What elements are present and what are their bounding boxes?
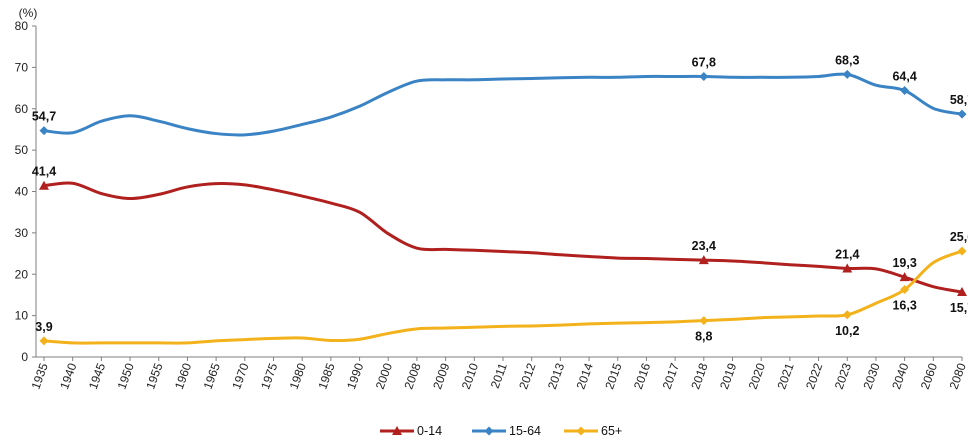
data-label-0-14: 19,3	[892, 256, 916, 270]
y-axis-unit-label: (%)	[19, 6, 38, 20]
series-line-0-14	[42, 181, 964, 294]
x-tick-label: 2013	[545, 361, 567, 391]
series-marker-65+	[39, 336, 49, 346]
x-tick-label: 2023	[832, 361, 854, 391]
x-tick-label: 1965	[201, 361, 223, 391]
series-marker-65+	[842, 310, 852, 320]
x-tick-label: 1970	[229, 361, 251, 391]
x-tick-label: 2040	[889, 361, 911, 391]
series-marker-15-64	[957, 109, 967, 119]
series-marker-15-64	[39, 126, 49, 136]
series-line-65+	[42, 249, 964, 345]
y-tick-label: 10	[15, 309, 29, 323]
x-tick-label: 1980	[287, 361, 309, 391]
data-label-0-14: 41,4	[32, 165, 56, 179]
data-label-15-64: 68,3	[835, 53, 859, 67]
series-marker-65+	[699, 316, 709, 326]
legend: 0-14 15-64 65+	[380, 424, 622, 438]
y-tick-label: 0	[21, 350, 28, 364]
x-tick-label: 2011	[488, 361, 510, 390]
x-tick-label: 1935	[29, 361, 51, 391]
x-tick-label: 2019	[717, 361, 739, 391]
data-label-65+: 25,6	[950, 230, 968, 244]
x-tick-label: 2022	[803, 361, 825, 391]
y-tick-label: 20	[15, 267, 29, 281]
data-label-0-14: 21,4	[835, 247, 859, 261]
data-label-65+: 8,8	[695, 330, 712, 344]
x-tick-label: 2009	[430, 361, 452, 391]
x-tick-label: 1975	[258, 361, 280, 391]
x-axis: 1935 1940 1945 1950 1955 1960 1965 1970 1975 1980…	[29, 356, 968, 391]
x-tick-label: 2012	[516, 361, 538, 391]
x-tick-label: 1950	[115, 361, 137, 391]
x-tick-label: 2030	[860, 361, 882, 391]
legend-swatch-marker	[392, 426, 402, 435]
data-label-15-64: 64,4	[892, 70, 916, 84]
legend-item-15-64: 15-64	[472, 424, 541, 438]
data-label-15-64: 58,7	[950, 93, 968, 107]
legend-item-65+: 65+	[564, 424, 622, 438]
x-tick-label: 2000	[373, 361, 395, 391]
series-marker-65+	[957, 246, 967, 256]
y-axis: 0 10 20 30 40 50 60 70 80	[15, 19, 37, 364]
y-tick-label: 40	[15, 185, 29, 199]
x-tick-label: 2020	[746, 361, 768, 391]
x-tick-label: 2016	[631, 361, 653, 391]
x-tick-label: 2010	[459, 361, 481, 391]
x-tick-label: 1955	[143, 361, 165, 391]
legend-swatch-marker	[576, 426, 586, 436]
data-label-65+: 16,3	[892, 299, 916, 313]
data-label-65+: 3,9	[35, 320, 52, 334]
data-label-15-64: 54,7	[32, 110, 56, 124]
series-marker-0-14	[957, 287, 967, 297]
data-label-15-64: 67,8	[692, 55, 716, 69]
x-tick-label: 2018	[688, 361, 710, 391]
x-tick-label: 1985	[315, 361, 337, 391]
x-tick-label: 2021	[774, 361, 796, 391]
data-label-65+: 10,2	[835, 324, 859, 338]
series-marker-15-64	[699, 71, 709, 81]
series-marker-0-14	[899, 272, 910, 282]
legend-label: 15-64	[509, 424, 541, 438]
series-marker-65+	[900, 285, 910, 295]
series-marker-0-14	[39, 180, 49, 190]
series-marker-0-14	[698, 255, 709, 265]
x-tick-label: 1945	[86, 361, 108, 391]
x-tick-label: 2080	[947, 361, 968, 391]
y-tick-label: 50	[15, 143, 29, 157]
series-lines	[42, 72, 964, 345]
legend-label: 0-14	[417, 424, 442, 438]
series-marker-15-64	[842, 69, 852, 79]
x-tick-label: 2014	[574, 361, 596, 391]
y-tick-label: 30	[15, 226, 29, 240]
series-markers	[39, 69, 967, 346]
series-line-15-64	[42, 72, 964, 137]
y-tick-label: 80	[15, 19, 29, 33]
data-labels: 41,4 23,4 21,4 19,3 15,7 54,7 67,8 68,3 64,4 58,7…	[32, 53, 968, 343]
y-tick-label: 70	[15, 60, 29, 74]
x-tick-label: 2015	[602, 361, 624, 391]
data-label-0-14: 15,7	[950, 301, 968, 315]
legend-swatch-marker	[484, 426, 494, 436]
legend-label: 65+	[601, 424, 622, 438]
data-label-0-14: 23,4	[692, 239, 716, 253]
x-tick-label: 1960	[172, 361, 194, 391]
series-marker-0-14	[842, 263, 853, 273]
x-tick-label: 2017	[660, 361, 682, 391]
x-tick-label: 1940	[57, 361, 79, 391]
x-tick-label: 1990	[344, 361, 366, 391]
series-marker-15-64	[900, 86, 910, 96]
y-tick-label: 60	[15, 102, 29, 116]
x-tick-label: 2008	[401, 361, 423, 391]
legend-item-0-14: 0-14	[380, 424, 442, 438]
x-tick-label: 2060	[918, 361, 940, 391]
